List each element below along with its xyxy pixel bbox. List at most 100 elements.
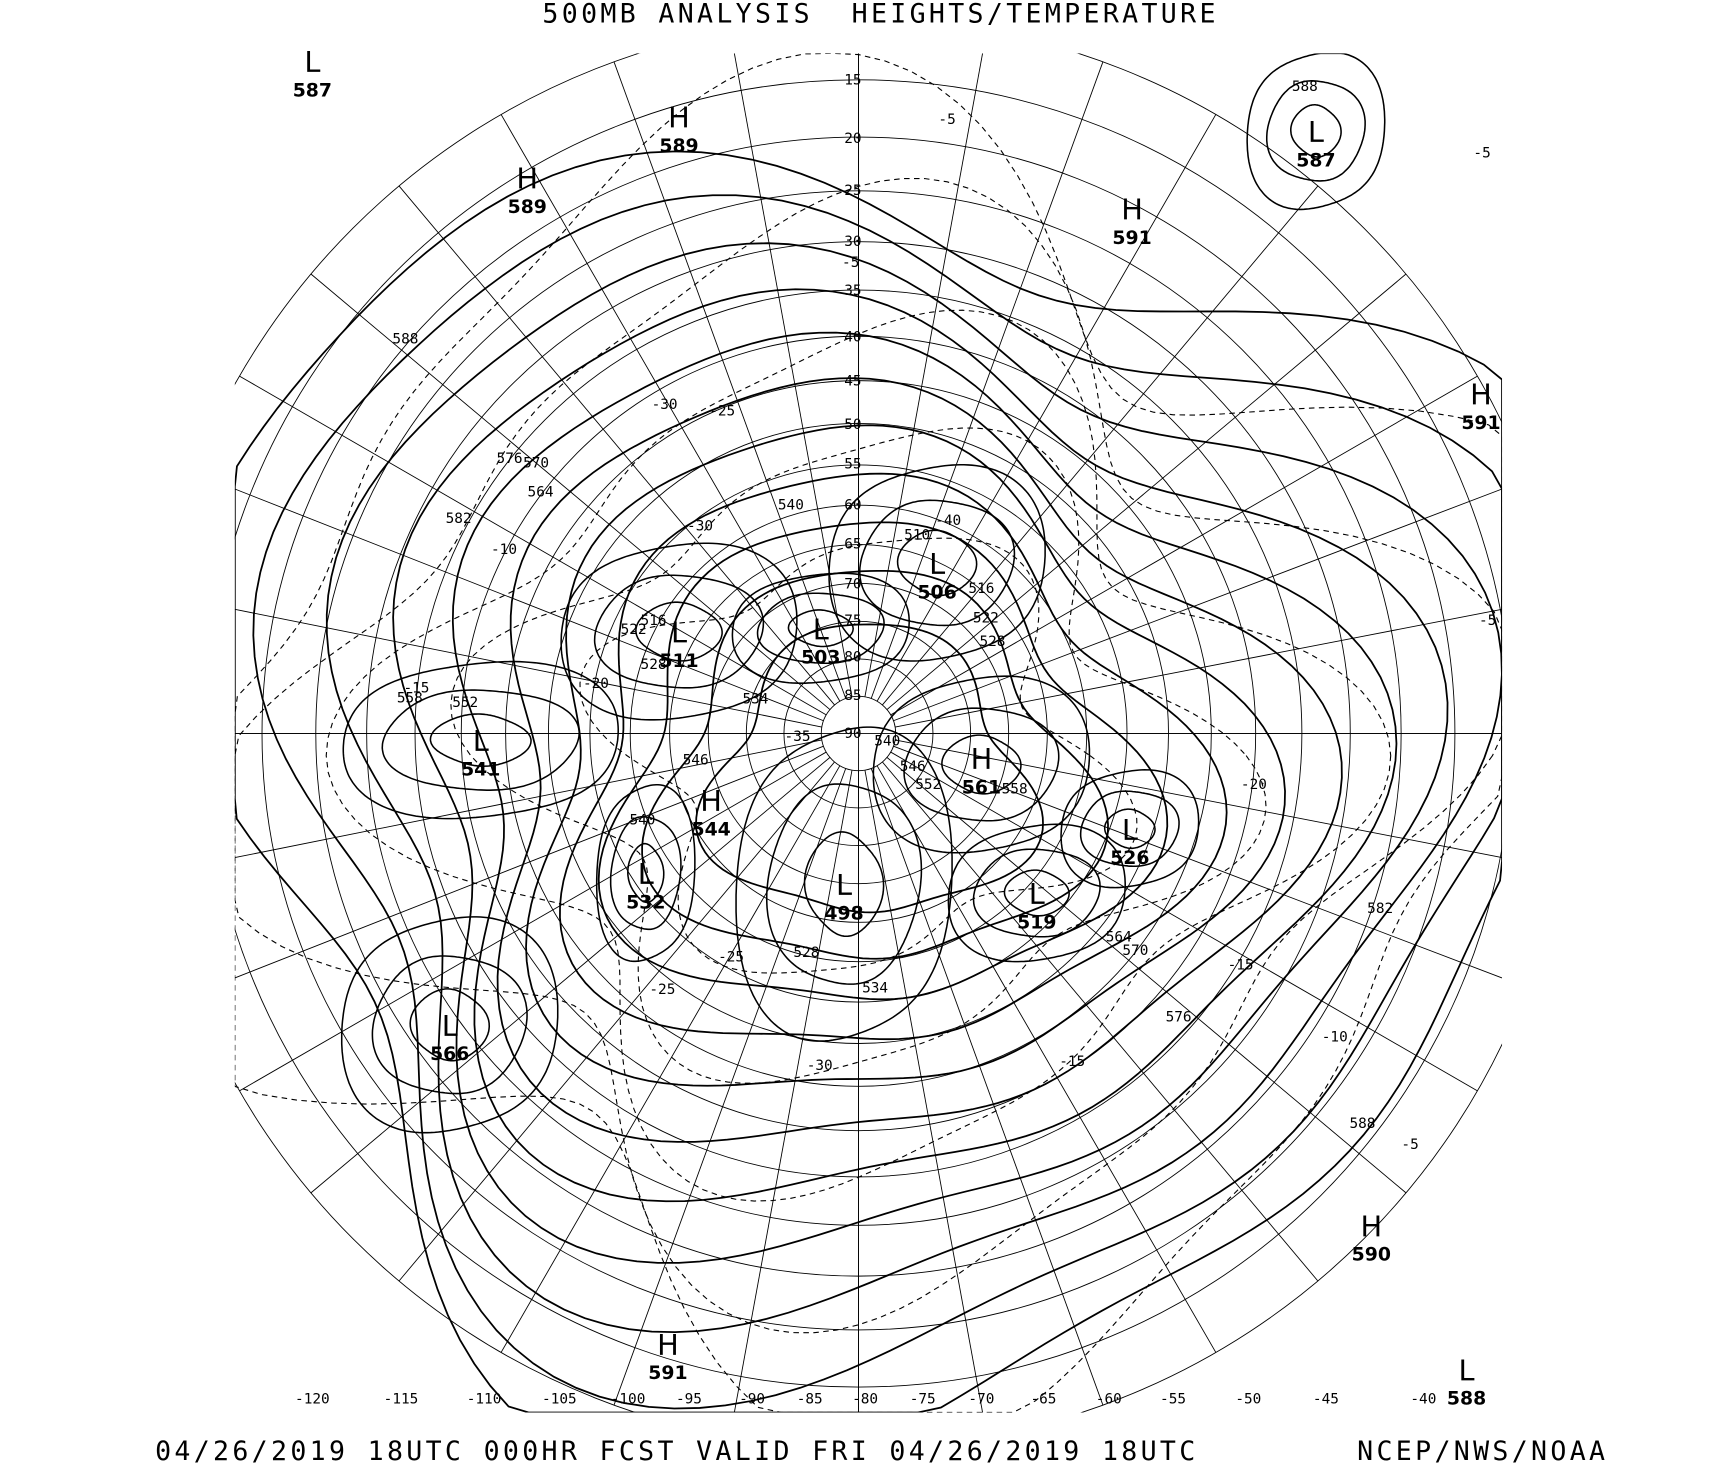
contour-line	[627, 842, 665, 904]
temperature-label: -35	[785, 729, 811, 745]
height-contours	[234, 53, 1503, 1413]
temperature-labels: -5 -5 -5 -30 -25 -10 -30 -40 -20 -15 -35 -20 -15 -10 -…	[403, 112, 1496, 1153]
height-contour-label: 534	[862, 981, 888, 997]
center-value-label: 587	[1296, 150, 1335, 171]
latitude-label: 45	[844, 374, 861, 390]
height-contour-label: 558	[1002, 781, 1028, 797]
contour-line	[1079, 790, 1180, 868]
contour-line	[371, 955, 528, 1095]
temperature-label: -10	[1322, 1029, 1348, 1045]
latitude-label: 25	[844, 183, 861, 199]
height-contour-label: 516	[968, 581, 994, 597]
center-type-label: L	[813, 612, 829, 646]
meridian-line	[882, 761, 1319, 1282]
contour-line	[252, 194, 1503, 1410]
height-contour-label: 534	[742, 692, 768, 708]
meridian-line	[886, 757, 1407, 1194]
contour-line	[1246, 53, 1386, 211]
center-value-label: 506	[917, 582, 956, 603]
meridian-line	[893, 488, 1503, 722]
longitude-label: -60	[1096, 1392, 1122, 1408]
contour-line	[787, 609, 854, 648]
temperature-label: -10	[491, 542, 517, 558]
temperature-label: -30	[807, 1058, 833, 1074]
longitude-label: -100	[611, 1392, 646, 1408]
center-type-label: H	[1360, 1209, 1382, 1243]
longitude-label: -110	[467, 1392, 502, 1408]
contour-line	[872, 675, 1091, 854]
height-contour-label: 528	[979, 634, 1005, 650]
height-contour-label: 546	[683, 752, 709, 768]
contour-line	[1290, 103, 1342, 158]
temperature-label: -5	[1479, 613, 1496, 629]
center-type-label: L	[1029, 877, 1045, 911]
contour-line	[765, 783, 923, 985]
meridian-line	[890, 375, 1478, 716]
contour-line	[392, 288, 1449, 1264]
meridian-line	[234, 745, 824, 979]
isotherm-line	[579, 537, 1138, 974]
height-contour-label: 540	[629, 812, 655, 828]
longitude-label: -95	[676, 1392, 702, 1408]
longitude-label: -70	[968, 1392, 994, 1408]
height-contour-label: 576	[1166, 1009, 1192, 1025]
height-contour-label: 588	[392, 332, 418, 348]
height-contour-label: 528	[641, 657, 667, 673]
longitude-label: -65	[1030, 1392, 1056, 1408]
center-value-label: 591	[1112, 228, 1151, 249]
temperature-label: -15	[1059, 1054, 1085, 1070]
height-contour-label: 540	[874, 734, 900, 750]
center-type-label: L	[671, 616, 687, 650]
temperature-isotherms	[234, 53, 1503, 1413]
contour-line	[496, 377, 1343, 1143]
contour-line	[859, 499, 1016, 627]
temperature-label: -5	[842, 255, 859, 271]
isotherm-line	[325, 309, 1392, 1202]
latitude-label: 50	[844, 417, 861, 433]
contour-line	[695, 623, 1044, 914]
center-value-label: 519	[1017, 912, 1056, 933]
center-type-label: L	[836, 868, 852, 902]
isotherm-line	[450, 427, 1267, 1084]
contour-line	[1003, 869, 1070, 917]
center-value-label: 532	[626, 892, 665, 913]
contour-line	[947, 823, 1126, 963]
temperature-label: -15	[403, 680, 429, 696]
center-type-label: H	[971, 742, 993, 776]
contour-line	[641, 569, 1109, 960]
center-type-label: L	[304, 45, 320, 79]
temperature-label: -5	[1473, 145, 1490, 161]
contour-line	[342, 660, 619, 820]
isotherm-line	[234, 177, 1503, 1334]
height-contour-label: 510	[904, 528, 930, 544]
center-value-label: 591	[1461, 413, 1500, 434]
temperature-label: -20	[1241, 777, 1267, 793]
height-contour-label: 570	[523, 456, 549, 472]
contour-line	[1103, 808, 1156, 850]
temperature-label: -30	[687, 519, 713, 535]
meridian-line	[882, 185, 1319, 706]
center-type-label: H	[1121, 192, 1143, 226]
latitude-label: 90	[844, 726, 861, 742]
center-type-label: L	[1122, 813, 1138, 847]
center-type-label: H	[700, 784, 722, 818]
center-value-label: 511	[659, 651, 698, 672]
contour-line	[559, 472, 1228, 1041]
center-type-label: H	[516, 161, 538, 195]
meridian-line	[239, 751, 827, 1092]
center-value-label: 591	[648, 1363, 687, 1384]
center-value-label: 566	[430, 1044, 469, 1065]
meridian-line	[870, 61, 1104, 699]
contour-line	[735, 726, 953, 1042]
latitude-label: 55	[844, 457, 861, 473]
height-contour-label: 564	[1106, 930, 1132, 946]
contour-line	[593, 574, 765, 689]
